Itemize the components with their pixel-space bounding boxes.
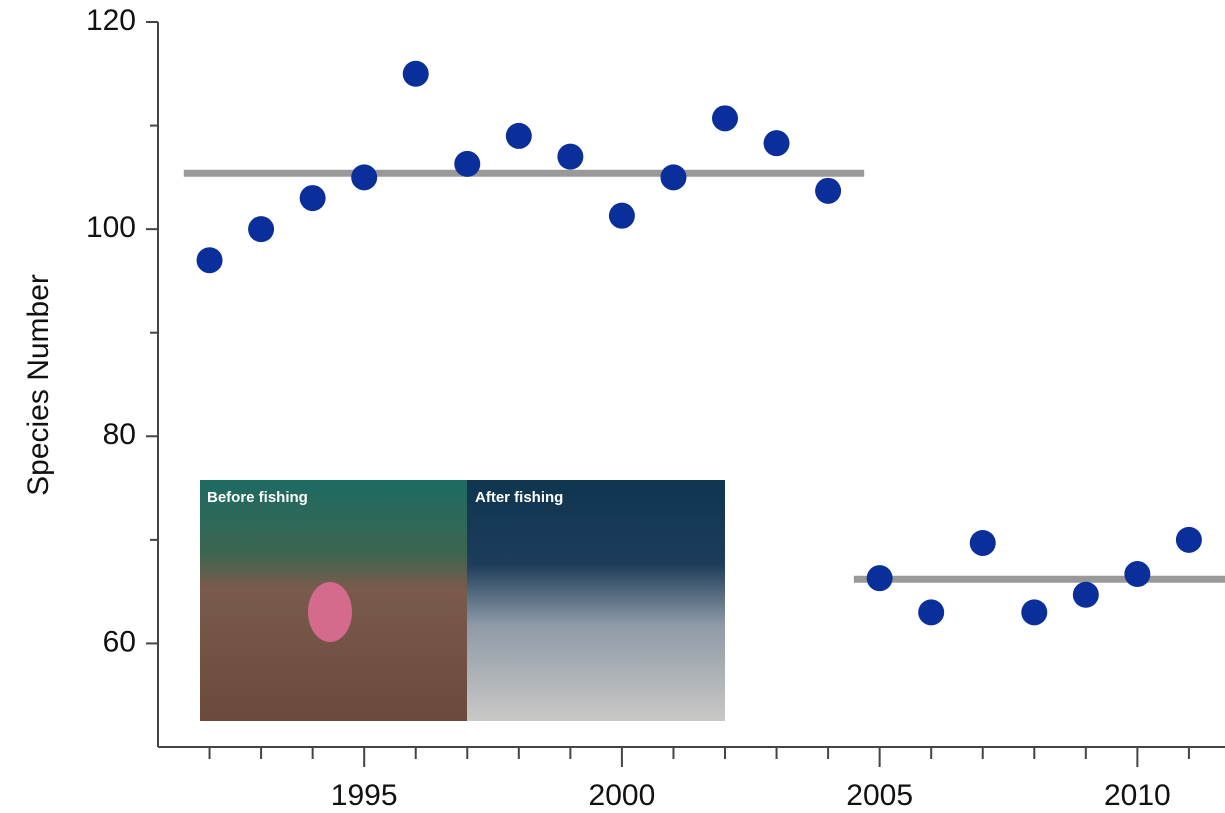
data-point xyxy=(351,164,377,190)
photo-after xyxy=(467,480,725,721)
y-tick-label: 60 xyxy=(103,625,136,658)
data-point xyxy=(815,178,841,204)
photo-label: After fishing xyxy=(475,489,563,506)
x-tick-label: 2010 xyxy=(1104,779,1171,812)
y-tick-label: 100 xyxy=(86,211,136,244)
y-tick-label: 80 xyxy=(103,418,136,451)
x-tick-label: 2000 xyxy=(589,779,656,812)
chart: Before fishing After fishing Species Num… xyxy=(0,0,1225,813)
data-point xyxy=(1124,561,1150,587)
photo-detail xyxy=(308,582,352,642)
data-point xyxy=(248,216,274,242)
inset-photo: Before fishing After fishing xyxy=(200,480,725,721)
y-tick-label: 120 xyxy=(86,4,136,37)
y-axis-label: Species Number xyxy=(22,274,55,496)
data-point xyxy=(506,123,532,149)
data-point xyxy=(867,565,893,591)
data-point xyxy=(660,164,686,190)
data-point xyxy=(1176,527,1202,553)
x-tick-label: 1995 xyxy=(331,779,398,812)
photo-label: Before fishing xyxy=(207,489,308,506)
data-point xyxy=(609,203,635,229)
data-point xyxy=(454,151,480,177)
data-point xyxy=(970,530,996,556)
data-point xyxy=(712,105,738,131)
data-point xyxy=(764,130,790,156)
data-point xyxy=(300,185,326,211)
data-point xyxy=(403,61,429,87)
data-point xyxy=(1021,599,1047,625)
data-point xyxy=(1073,582,1099,608)
data-point xyxy=(557,144,583,170)
data-point xyxy=(918,599,944,625)
x-tick-label: 2005 xyxy=(846,779,913,812)
data-point xyxy=(197,247,223,273)
